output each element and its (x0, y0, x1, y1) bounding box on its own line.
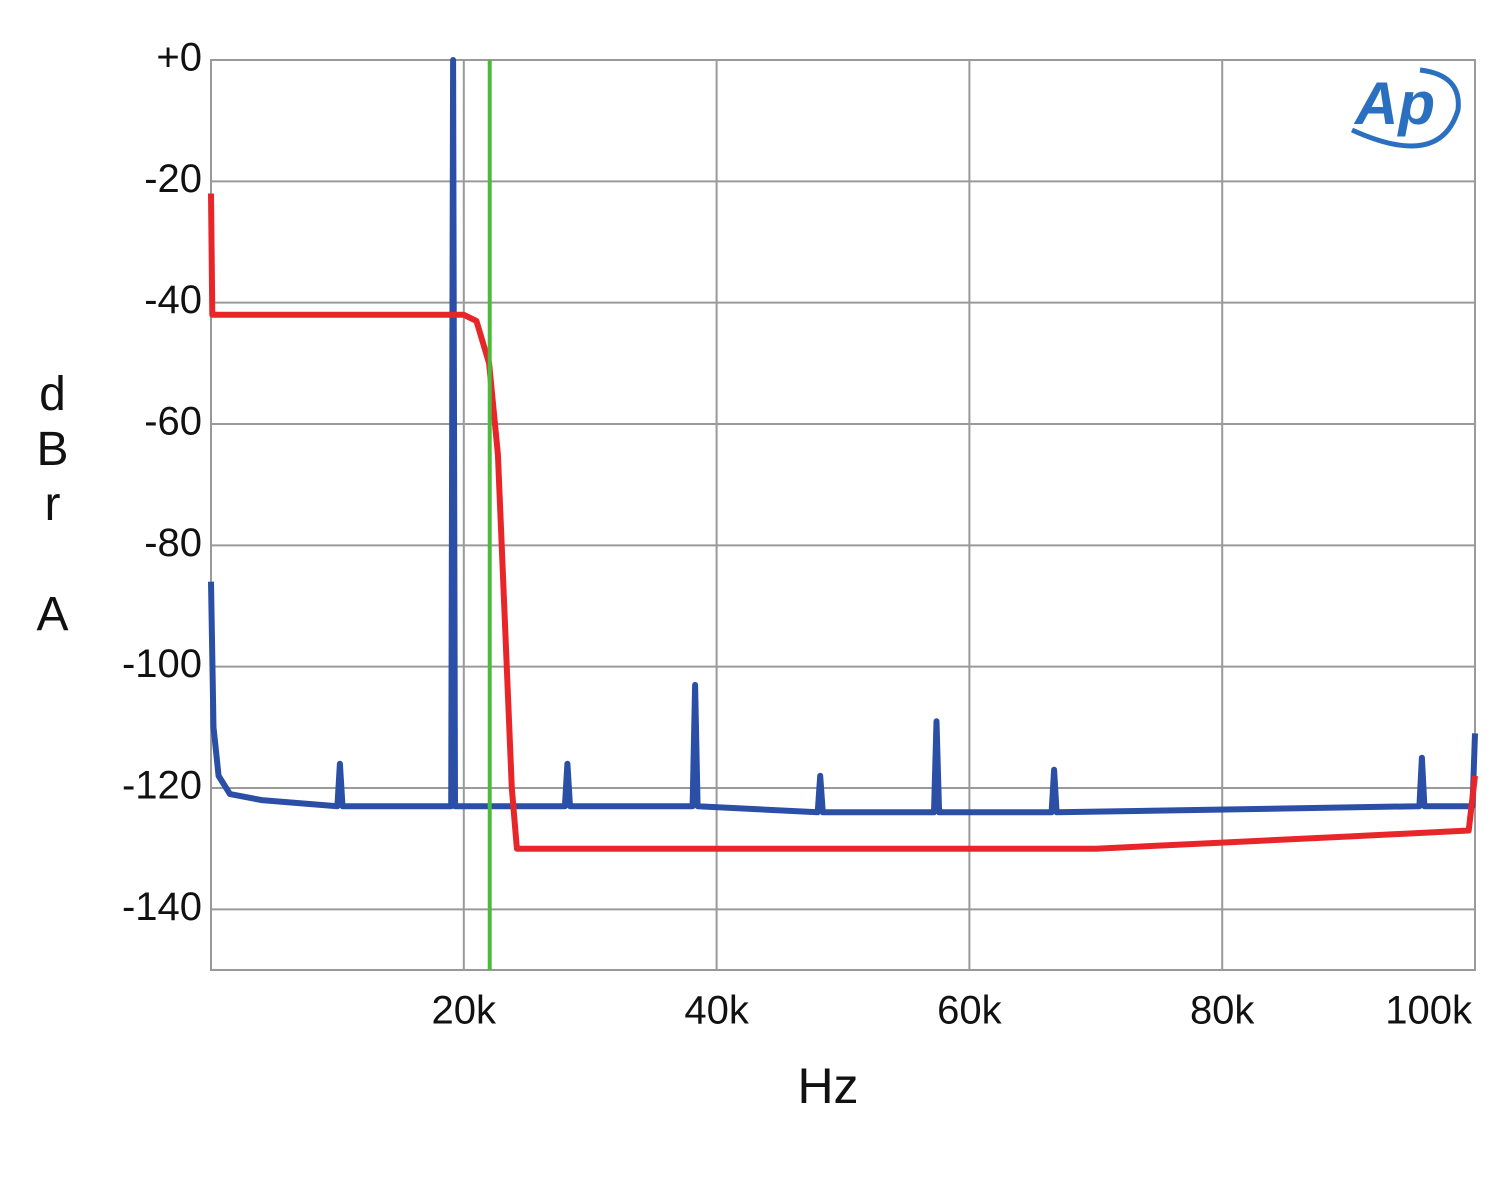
x-tick-label: 100k (1385, 989, 1473, 1033)
plot-area (210, 59, 1476, 971)
series-line (208, 57, 1478, 816)
y-tick-label: -140 (122, 885, 202, 929)
x-tick-label: 60k (937, 989, 1002, 1033)
logo-arc (1350, 67, 1461, 149)
y-axis-label: dBr A (26, 368, 79, 643)
y-tick-label: -80 (144, 521, 202, 565)
x-axis-label: Hz (797, 1058, 858, 1114)
y-tick-label: -60 (144, 400, 202, 444)
x-tick-label: 80k (1190, 989, 1255, 1033)
series-line (208, 193, 1478, 852)
y-tick-label: -40 (144, 278, 202, 322)
y-tick-label: -100 (122, 642, 202, 686)
y-tick-label: -120 (122, 764, 202, 808)
x-tick-label: 20k (432, 989, 497, 1033)
y-tick-label: -20 (144, 157, 202, 201)
logo: Ap (1353, 70, 1435, 137)
x-tick-label: 40k (684, 989, 749, 1033)
y-tick-label: +0 (156, 36, 202, 80)
